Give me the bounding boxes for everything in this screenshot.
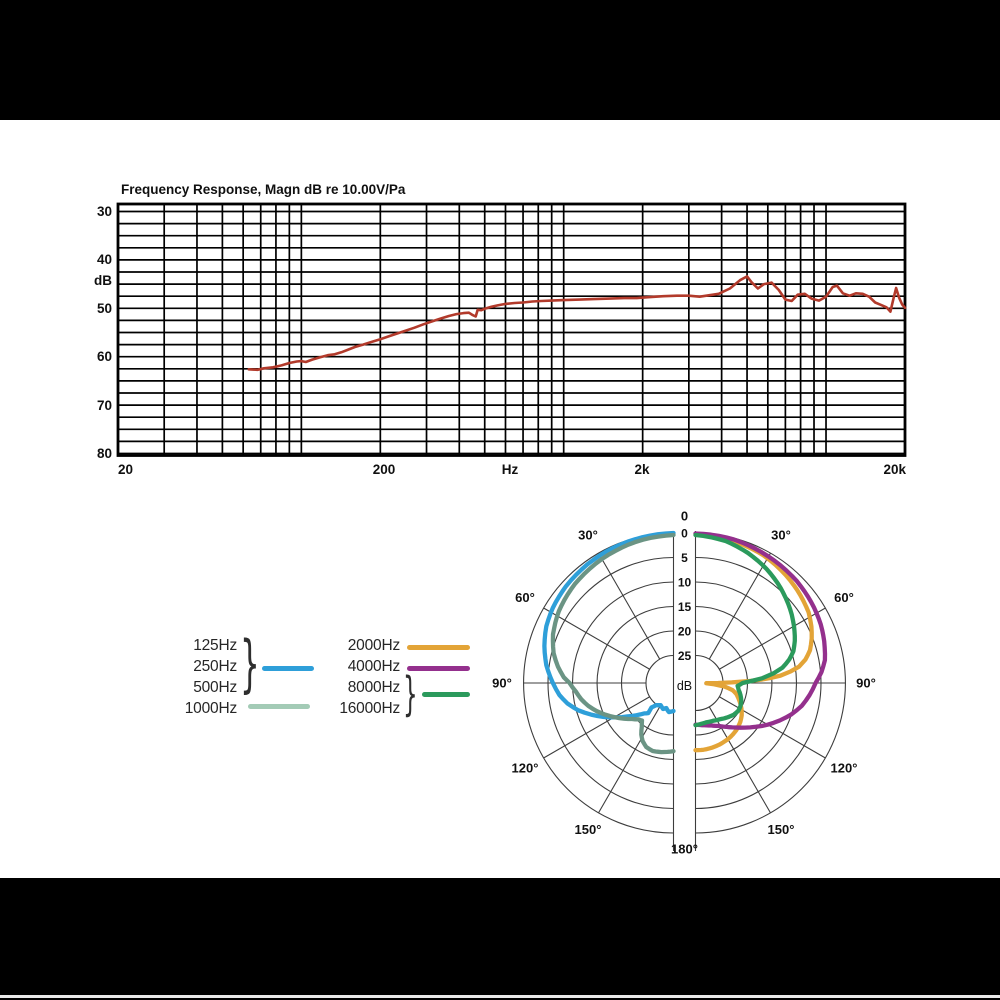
- fr-y-axis-unit: dB: [94, 273, 112, 288]
- polar-angle-60-left: 60°: [515, 590, 535, 605]
- bottom-edge-highlight: [0, 995, 1000, 998]
- polar-angle-90-left: 90°: [492, 676, 512, 691]
- fr-y-tick-40: 40: [97, 252, 112, 267]
- legend-swatch-4000hz: [407, 666, 470, 671]
- polar-spoke-right: [719, 607, 826, 670]
- polar-angle-30-right: 30°: [771, 528, 791, 543]
- polar-legend-left-column: 125Hz 250Hz 500Hz 1000Hz: [155, 635, 237, 719]
- polar-ring-left: [645, 654, 674, 712]
- legend-swatch-125-500hz: [262, 666, 314, 671]
- polar-angle-180: 180°: [671, 842, 698, 857]
- polar-spoke-left: [543, 607, 650, 670]
- legend-brace-low-group: }: [240, 627, 260, 700]
- polar-db-tick-10: 10: [678, 576, 692, 590]
- polar-legend-right-column: 2000Hz 4000Hz 8000Hz 16000Hz: [294, 635, 400, 719]
- fr-y-tick-60: 60: [97, 349, 112, 364]
- polar-db-tick-25: 25: [678, 649, 692, 663]
- polar-angle-150-right: 150°: [768, 822, 795, 837]
- legend-label-16000hz: 16000Hz: [339, 699, 400, 717]
- fr-x-tick-20: 20: [118, 462, 133, 477]
- polar-angle-120-right: 120°: [831, 761, 858, 776]
- polar-angle-150-left: 150°: [575, 822, 602, 837]
- chart-labels: Frequency Response, Magn dB re 10.00V/Pa…: [94, 182, 906, 857]
- polar-curve-8000-16000Hz: [693, 532, 797, 728]
- fr-y-tick-70: 70: [97, 398, 112, 413]
- bottom-black-bar: [0, 878, 1000, 1000]
- fr-x-axis-unit: Hz: [502, 462, 519, 477]
- legend-swatch-8000-16000hz: [422, 692, 470, 697]
- generated-graphics: [116, 202, 907, 851]
- polar-curve-125-500Hz: [542, 530, 676, 720]
- polar-angle-90-right: 90°: [856, 676, 876, 691]
- polar-spoke-left: [598, 552, 661, 660]
- polar-angle-120-left: 120°: [512, 761, 539, 776]
- polar-series: [542, 530, 828, 755]
- polar-curve-1000Hz: [550, 532, 676, 755]
- polar-angle-60-right: 60°: [834, 590, 854, 605]
- legend-label-1000hz: 1000Hz: [184, 699, 237, 717]
- fr-plot-border: [116, 202, 907, 457]
- fr-y-tick-50: 50: [97, 301, 112, 316]
- fr-grid: [118, 204, 905, 456]
- polar-spoke-left: [543, 696, 650, 759]
- legend-label-4000hz: 4000Hz: [347, 657, 400, 675]
- top-black-bar: [0, 0, 1000, 120]
- fr-x-tick-2k: 2k: [634, 462, 650, 477]
- legend-label-125hz: 125Hz: [193, 636, 237, 654]
- fr-y-tick-80: 80: [97, 446, 112, 461]
- legend-brace-high-group: }: [403, 667, 418, 721]
- legend-label-250hz: 250Hz: [193, 657, 237, 675]
- fr-x-tick-200: 200: [373, 462, 396, 477]
- legend-label-8000hz: 8000Hz: [347, 678, 400, 696]
- polar-curve-2000Hz: [693, 531, 814, 753]
- polar-curve-4000Hz: [693, 531, 828, 730]
- legend-label-2000hz: 2000Hz: [347, 636, 400, 654]
- fr-chart-title: Frequency Response, Magn dB re 10.00V/Pa: [121, 182, 406, 197]
- polar-center-unit: dB: [677, 679, 692, 693]
- polar-spoke-left: [598, 706, 661, 814]
- polar-angle-30-left: 30°: [578, 528, 598, 543]
- fr-x-tick-20k: 20k: [883, 462, 906, 477]
- legend-swatch-2000hz: [407, 645, 470, 650]
- polar-db-tick-5: 5: [681, 551, 688, 565]
- legend-swatch-1000hz: [248, 704, 310, 709]
- legend-label-500hz: 500Hz: [193, 678, 237, 696]
- polar-angle-0: 0: [681, 509, 688, 524]
- polar-spoke-right: [719, 696, 826, 759]
- fr-response-curve: [247, 275, 907, 372]
- polar-db-tick-15: 15: [678, 600, 692, 614]
- polar-spoke-right: [708, 552, 771, 660]
- polar-db-tick-0: 0: [681, 527, 688, 541]
- fr-y-tick-30: 30: [97, 204, 112, 219]
- polar-db-tick-20: 20: [678, 625, 692, 639]
